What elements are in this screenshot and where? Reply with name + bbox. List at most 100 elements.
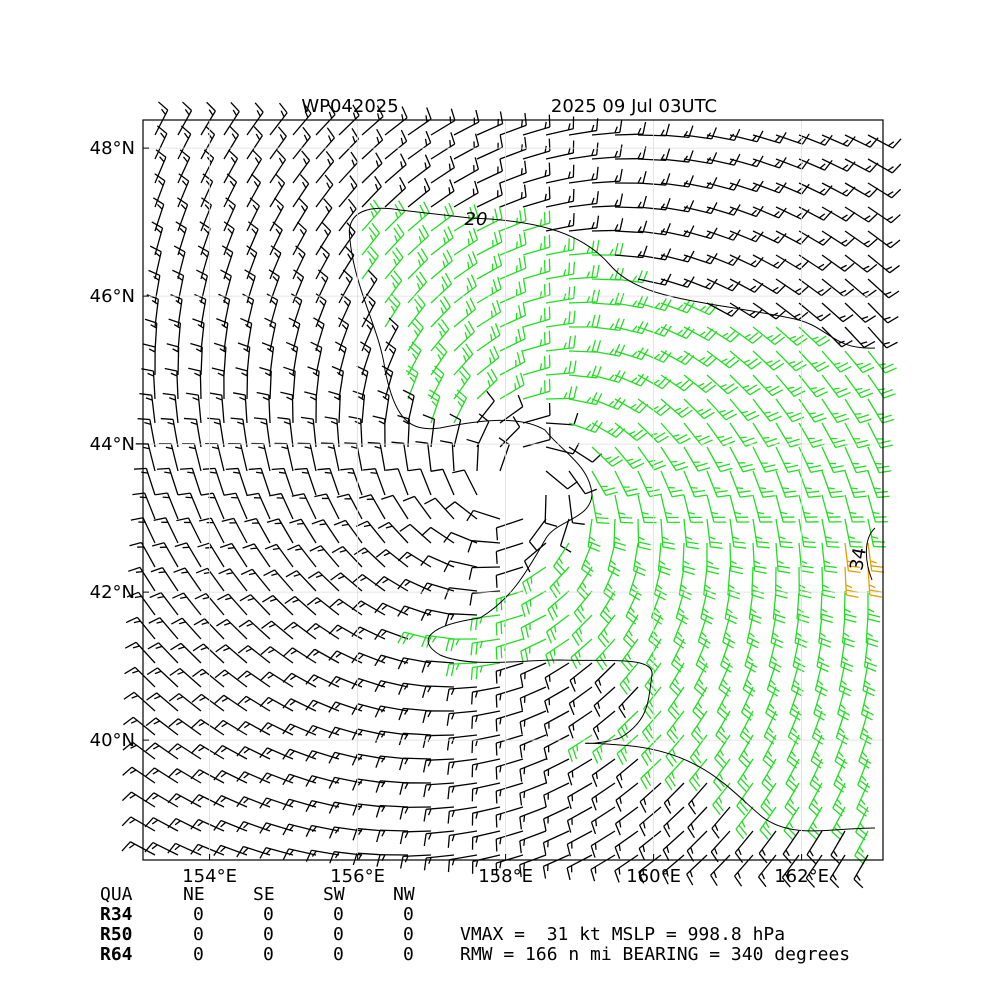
wind-barb bbox=[568, 365, 602, 379]
wind-barb bbox=[259, 797, 294, 809]
wind-barb bbox=[407, 341, 422, 376]
wind-barb bbox=[775, 326, 808, 346]
wind-barb bbox=[398, 682, 432, 695]
wind-barb bbox=[545, 412, 579, 426]
wind-barb bbox=[711, 806, 731, 839]
wind-barb bbox=[522, 186, 551, 208]
wind-barb bbox=[660, 200, 695, 213]
wind-barb bbox=[311, 519, 340, 544]
wind-barb bbox=[230, 417, 248, 448]
wind-barb bbox=[376, 829, 409, 843]
wind-barb bbox=[752, 278, 787, 295]
wind-barb bbox=[775, 182, 810, 195]
wind-barb bbox=[220, 269, 232, 304]
wind-barb bbox=[568, 215, 600, 232]
wind-barb bbox=[471, 782, 501, 802]
wind-barb bbox=[545, 164, 575, 184]
wind-barb bbox=[219, 542, 248, 568]
wind-barb bbox=[221, 245, 234, 280]
wind-barb bbox=[236, 746, 271, 760]
wind-barb bbox=[422, 414, 436, 448]
wind-barb bbox=[444, 501, 478, 520]
wind-barb bbox=[466, 509, 501, 522]
wind-barb bbox=[422, 710, 455, 724]
wind-barb bbox=[292, 245, 306, 280]
wind-barb bbox=[727, 566, 741, 600]
wind-barb bbox=[821, 542, 838, 574]
wind-barb bbox=[840, 638, 854, 673]
wind-barb bbox=[192, 643, 225, 664]
wind-barb bbox=[568, 392, 603, 406]
wind-barb bbox=[495, 518, 524, 541]
table-header: QUA bbox=[100, 884, 133, 905]
wind-barb bbox=[213, 844, 248, 856]
wind-barb bbox=[167, 842, 202, 856]
wind-barb bbox=[706, 254, 741, 267]
wind-barb bbox=[545, 286, 576, 304]
wind-barb bbox=[549, 566, 570, 599]
wind-barb bbox=[700, 590, 714, 625]
wind-barb bbox=[591, 343, 626, 357]
wind-barb bbox=[132, 492, 156, 520]
wind-barb bbox=[499, 160, 527, 184]
wind-barb bbox=[122, 766, 156, 784]
wind-barb bbox=[292, 174, 310, 208]
wind-barb bbox=[499, 208, 527, 232]
wind-barb bbox=[246, 492, 271, 520]
wind-barb bbox=[614, 470, 640, 497]
wind-barb bbox=[832, 782, 846, 817]
wind-barb bbox=[808, 782, 823, 817]
wind-barb bbox=[144, 817, 179, 832]
wind-barb bbox=[816, 638, 830, 673]
wind-barb bbox=[603, 566, 616, 601]
wind-barb bbox=[221, 517, 248, 544]
wind-barb bbox=[545, 442, 580, 455]
wind-barb bbox=[328, 624, 363, 640]
wind-barb bbox=[625, 590, 639, 625]
wind-barb bbox=[821, 206, 856, 222]
wind-barb bbox=[683, 518, 700, 550]
wind-barb bbox=[176, 197, 189, 232]
wind-barb bbox=[476, 182, 503, 208]
wind-barb bbox=[173, 245, 186, 280]
wind-barb bbox=[292, 269, 305, 304]
wind-barb bbox=[591, 446, 624, 467]
wind-barb bbox=[149, 592, 179, 616]
wind-barb bbox=[399, 830, 432, 845]
wind-barb bbox=[665, 734, 685, 767]
wind-barb bbox=[171, 617, 202, 640]
wind-barb bbox=[361, 222, 381, 256]
wind-barb bbox=[499, 184, 527, 208]
wind-barb bbox=[338, 293, 352, 328]
wind-barb bbox=[246, 197, 260, 232]
wind-barb bbox=[591, 193, 624, 208]
wind-barb bbox=[269, 245, 282, 280]
wind-barb bbox=[639, 806, 662, 837]
wind-barb bbox=[495, 782, 524, 804]
wind-barb bbox=[173, 567, 202, 592]
wind-barb bbox=[821, 278, 855, 297]
wind-barb bbox=[471, 758, 501, 778]
wind-barb bbox=[607, 542, 621, 577]
wind-barb bbox=[236, 845, 271, 858]
wind-barb bbox=[660, 350, 695, 366]
wind-barb bbox=[170, 642, 202, 664]
wind-barb bbox=[453, 274, 477, 304]
wind-barb bbox=[168, 718, 202, 736]
wind-barb bbox=[499, 326, 526, 352]
wind-barb bbox=[309, 545, 340, 568]
wind-barb bbox=[476, 276, 502, 304]
wind-barb bbox=[259, 747, 294, 760]
wind-barb bbox=[476, 300, 502, 328]
wind-barb bbox=[430, 468, 455, 496]
wind-barb bbox=[145, 717, 179, 736]
wind-barb bbox=[798, 542, 814, 574]
wind-barb bbox=[305, 648, 340, 664]
wind-barb bbox=[713, 758, 731, 792]
wind-barb bbox=[703, 566, 717, 600]
wind-barb bbox=[198, 517, 225, 544]
wind-barb bbox=[715, 710, 731, 745]
wind-barb bbox=[729, 326, 763, 344]
wind-barb bbox=[305, 724, 340, 737]
wind-barb bbox=[367, 441, 386, 472]
